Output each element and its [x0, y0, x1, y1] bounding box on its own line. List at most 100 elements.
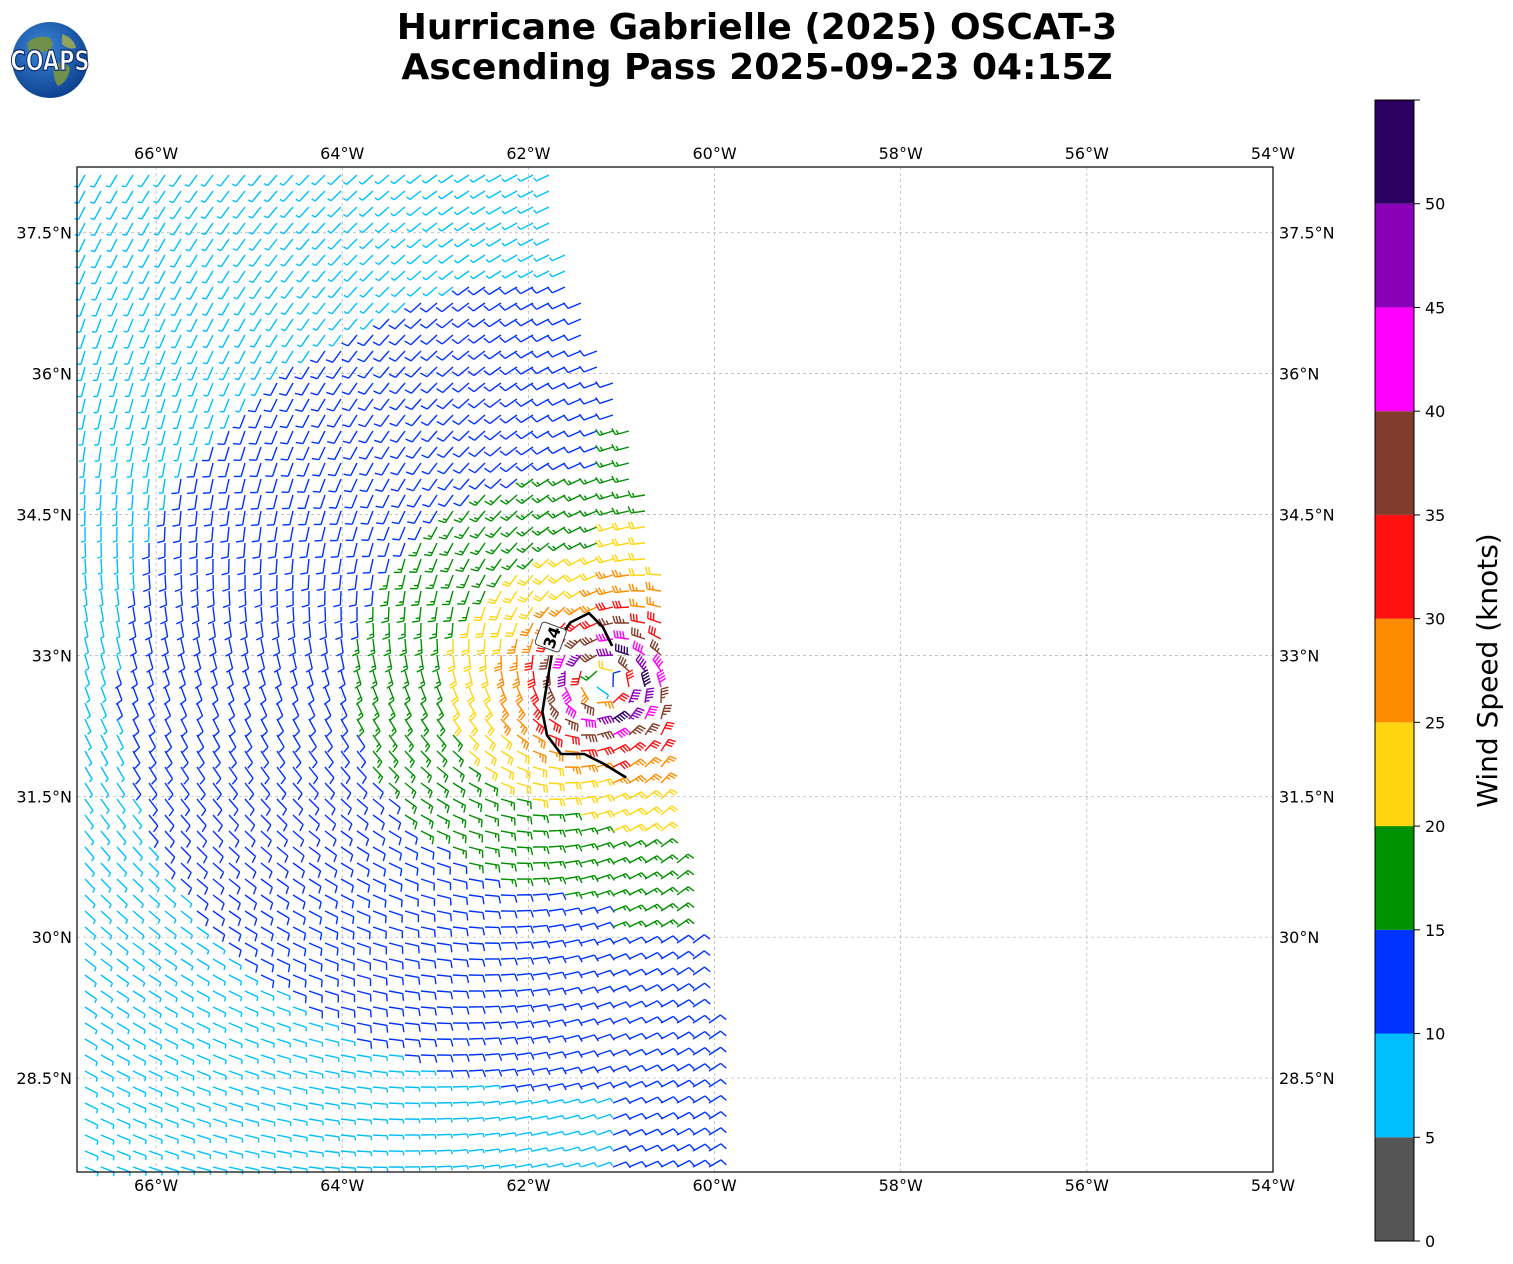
wind-barb: [201, 238, 214, 252]
wind-barb: [500, 798, 516, 811]
wind-barb: [288, 638, 297, 657]
wind-barb: [499, 478, 518, 489]
wind-barb: [548, 829, 566, 838]
wind-barb: [340, 910, 355, 925]
wind-barb: [356, 1086, 373, 1093]
wind-barb: [548, 766, 565, 777]
wind-barb: [484, 830, 500, 842]
wind-barb: [532, 1163, 550, 1168]
wind-barb: [548, 814, 566, 822]
title-line-1: Hurricane Gabrielle (2025) OSCAT-3: [396, 7, 1118, 48]
wind-barb: [132, 1006, 146, 1019]
wind-barb: [76, 350, 86, 366]
wind-barb: [340, 894, 355, 909]
wind-barb: [249, 446, 262, 461]
wind-barb: [578, 365, 598, 373]
wind-barb: [372, 718, 381, 737]
wind-barb: [676, 853, 695, 864]
wind-barb: [527, 670, 536, 689]
wind-barb: [388, 814, 402, 830]
wind-barb: [169, 190, 182, 204]
wind-barb: [283, 526, 294, 543]
wind-barb: [264, 222, 278, 235]
wind-barb: [292, 1118, 308, 1126]
wind-barb: [420, 798, 434, 814]
wind-barb: [148, 862, 160, 877]
wind-barb: [180, 1070, 195, 1081]
wind-barb: [500, 1100, 518, 1106]
wind-barb: [366, 622, 375, 640]
wind-barb: [452, 1133, 469, 1139]
wind-barb: [469, 174, 486, 183]
wind-barb: [264, 254, 278, 267]
wind-barb: [564, 923, 583, 931]
lat-tick-label-right: 28.5°N: [1279, 1069, 1335, 1088]
wind-barb: [676, 1111, 695, 1120]
wind-barb: [356, 1006, 372, 1018]
wind-barb: [484, 926, 502, 935]
wind-barb: [248, 414, 262, 429]
wind-barb: [249, 462, 262, 478]
wind-barb: [516, 862, 534, 871]
wind-barb: [436, 430, 454, 442]
wind-barb: [110, 430, 118, 446]
wind-barb: [563, 542, 582, 551]
wind-barb: [388, 334, 406, 346]
lat-tick-label-left: 31.5°N: [16, 787, 72, 806]
wind-barb: [84, 862, 96, 878]
wind-barb: [580, 1082, 599, 1090]
wind-barb: [228, 846, 240, 864]
wind-barb: [390, 286, 406, 298]
wind-barb: [203, 510, 214, 527]
wind-barb: [451, 302, 470, 312]
wind-barb: [467, 414, 486, 425]
wind-barb: [692, 1030, 711, 1040]
wind-barb: [515, 334, 534, 343]
wind-barb: [100, 1150, 115, 1161]
wind-barb: [311, 254, 326, 267]
wind-barb: [164, 782, 174, 801]
wind-barb: [115, 606, 121, 624]
wind-barb: [628, 888, 647, 896]
wind-barb: [295, 190, 310, 202]
wind-barb: [676, 1159, 695, 1168]
wind-barb: [260, 846, 273, 864]
wind-barb: [340, 1102, 357, 1110]
wind-barb: [84, 1054, 98, 1067]
wind-barb: [611, 475, 630, 484]
wind-barb: [300, 558, 310, 575]
wind-barb: [484, 958, 502, 967]
wind-barb: [116, 990, 130, 1003]
wind-barb: [158, 462, 166, 478]
wind-barb: [404, 1086, 421, 1092]
wind-barb: [532, 988, 551, 996]
wind-barb: [189, 558, 198, 576]
wind-barb: [388, 830, 402, 846]
wind-barb: [500, 1163, 518, 1169]
wind-barb: [295, 238, 310, 251]
wind-barb: [484, 1037, 503, 1046]
lat-tick-label-right: 34.5°N: [1279, 506, 1335, 525]
wind-barb: [386, 670, 394, 689]
wind-barb: [114, 670, 123, 689]
wind-barb: [148, 1086, 163, 1097]
wind-barb: [427, 606, 438, 623]
wind-barb: [168, 174, 182, 188]
wind-barb: [348, 590, 358, 608]
wind-barb: [372, 894, 387, 908]
wind-barb: [157, 414, 166, 430]
wind-barb: [110, 446, 118, 462]
wind-barb: [503, 606, 518, 621]
wind-barb: [313, 494, 326, 509]
wind-barb: [132, 1070, 147, 1082]
wind-barb: [474, 622, 486, 639]
wind-barb: [260, 926, 274, 942]
wind-barb: [260, 750, 270, 769]
wind-barb: [660, 1096, 679, 1104]
wind-barb: [532, 750, 547, 764]
wind-barb: [142, 574, 151, 593]
wind-barb: [83, 606, 89, 624]
wind-barb: [116, 894, 128, 909]
wind-barb: [374, 174, 390, 185]
wind-barb: [187, 478, 198, 495]
